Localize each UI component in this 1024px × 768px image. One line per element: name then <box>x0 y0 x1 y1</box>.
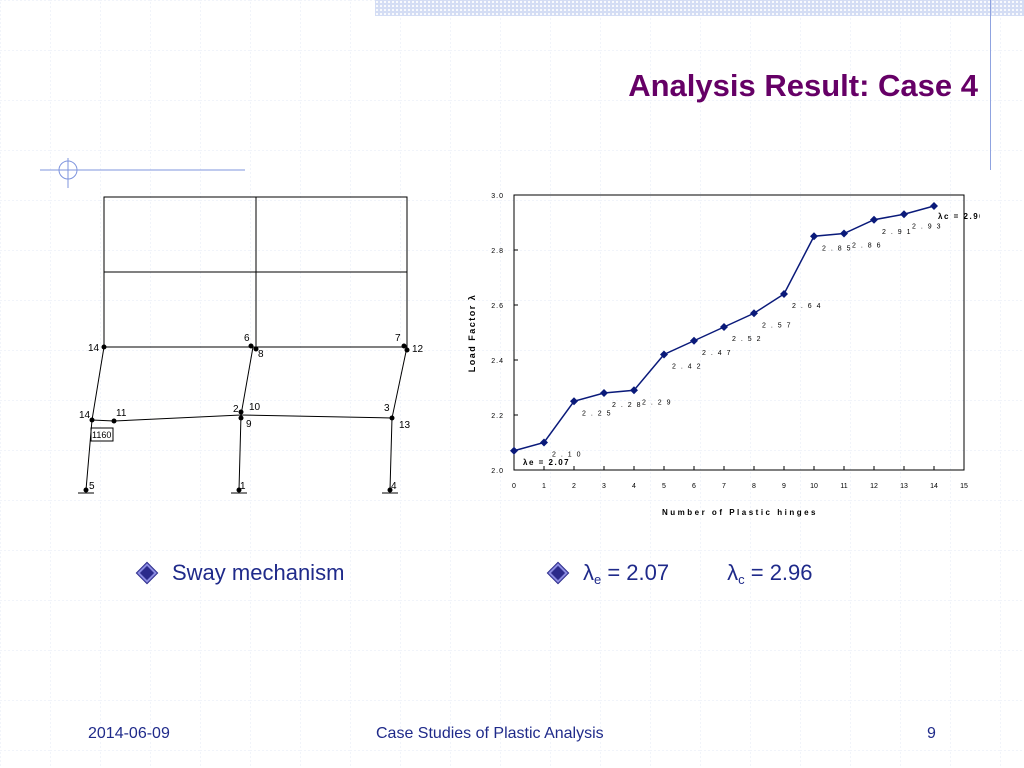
footer-title: Case Studies of Plastic Analysis <box>376 725 604 742</box>
x-tick-label: 1 <box>542 483 546 490</box>
data-point <box>900 210 908 219</box>
y-tick-label: 3.0 <box>491 193 504 200</box>
node-label-12: 12 <box>412 344 424 355</box>
data-label: 2 . 4 2 <box>672 364 702 371</box>
data-label: 2 . 8 6 <box>852 243 882 250</box>
node-label-11: 11 <box>116 408 127 419</box>
data-point <box>690 336 698 345</box>
node-label-3: 3 <box>384 403 390 414</box>
data-label: 2 . 4 7 <box>702 350 732 357</box>
node-label-1: 1 <box>240 481 246 492</box>
data-point <box>660 350 668 359</box>
data-label: 2 . 9 3 <box>912 223 942 230</box>
lambda-e-equation: λe = 2.07 <box>583 559 670 587</box>
x-axis-label: Number of Plastic hinges <box>662 508 818 517</box>
x-tick-label: 12 <box>870 483 878 490</box>
x-tick-label: 7 <box>722 483 726 490</box>
data-point <box>750 309 758 318</box>
data-label: 2 . 2 5 <box>582 410 612 417</box>
diamond-bullet-icon <box>548 563 568 583</box>
node-label-13: 13 <box>399 420 411 431</box>
y-tick-label: 2.8 <box>491 248 504 255</box>
right-decorative-line <box>990 0 991 170</box>
x-tick-label: 0 <box>512 483 516 490</box>
node-label-4: 4 <box>391 481 397 492</box>
start-annotation: λe = 2.07 <box>523 458 570 467</box>
node-label-5: 5 <box>89 481 95 492</box>
data-point <box>870 215 878 224</box>
data-label: 2 . 9 1 <box>882 229 912 236</box>
x-tick-label: 6 <box>692 483 696 490</box>
x-tick-label: 5 <box>662 483 666 490</box>
slide-title: Analysis Result: Case 4 <box>628 68 978 103</box>
top-decorative-band <box>375 0 1024 16</box>
load-factor-chart: 2.02.22.42.62.83.0 0 1 2 3 4 5 6 7 8 9 10 11 12 13 14 1… <box>467 193 980 517</box>
bullet-sway-text: Sway mechanism <box>172 560 345 585</box>
data-label: 2 . 8 5 <box>822 245 852 252</box>
crosshair-ornament <box>40 158 245 188</box>
y-tick-label: 2.4 <box>491 358 504 365</box>
data-point <box>810 232 818 241</box>
x-tick-label: 13 <box>900 483 908 490</box>
data-label: 2 . 2 8 <box>612 402 642 409</box>
y-tick-label: 2.2 <box>491 413 504 420</box>
node-label-9: 9 <box>246 419 252 430</box>
x-tick-label: 9 <box>782 483 786 490</box>
data-point <box>720 323 728 331</box>
frame-diagram: 14 6 8 7 12 14 11 2 10 9 3 13 5 1 4 1160 <box>78 196 424 494</box>
node-label-14-top: 14 <box>88 343 100 354</box>
data-point <box>780 290 788 298</box>
data-point <box>510 446 518 455</box>
load-box-label: 1160 <box>92 430 111 440</box>
node-label-8: 8 <box>258 349 264 360</box>
y-tick-label: 2.6 <box>491 303 504 310</box>
data-point <box>540 438 548 447</box>
data-point <box>570 397 578 406</box>
data-label: 2 . 2 9 <box>642 399 672 406</box>
data-label: 2 . 5 2 <box>732 336 762 343</box>
footer-date: 2014-06-09 <box>88 725 170 742</box>
data-point <box>840 229 848 238</box>
x-tick-label: 10 <box>810 483 818 490</box>
data-point <box>630 386 638 395</box>
data-point <box>930 202 938 210</box>
node-label-10: 10 <box>249 402 261 413</box>
node-label-6: 6 <box>244 333 250 344</box>
node-label-14-mid: 14 <box>79 410 91 421</box>
node-label-2: 2 <box>233 404 239 415</box>
x-tick-label: 8 <box>752 483 756 490</box>
data-label: 2 . 5 7 <box>762 322 792 329</box>
end-annotation: λc = 2.96 <box>938 212 980 221</box>
y-tick-label: 2.0 <box>491 468 504 475</box>
x-tick-label: 15 <box>960 483 968 490</box>
lambda-c-equation: λc = 2.96 <box>727 559 813 587</box>
y-axis-label: Load Factor λ <box>467 294 477 373</box>
x-tick-label: 14 <box>930 483 938 490</box>
plot-frame <box>513 194 965 471</box>
x-tick-label: 4 <box>632 483 636 490</box>
x-tick-label: 11 <box>840 483 847 490</box>
node-label-7: 7 <box>395 333 401 344</box>
data-point <box>600 389 608 397</box>
bullet-sway: Sway mechanism <box>137 558 345 588</box>
x-tick-label: 3 <box>602 483 606 490</box>
bullet-lambda: λe = 2.07 λc = 2.96 <box>548 558 813 588</box>
page-number: 9 <box>927 725 936 742</box>
data-label: 2 . 6 4 <box>792 303 822 310</box>
data-label: 2 . 1 0 <box>552 452 582 459</box>
x-tick-label: 2 <box>572 483 576 490</box>
diamond-bullet-icon <box>137 563 157 583</box>
